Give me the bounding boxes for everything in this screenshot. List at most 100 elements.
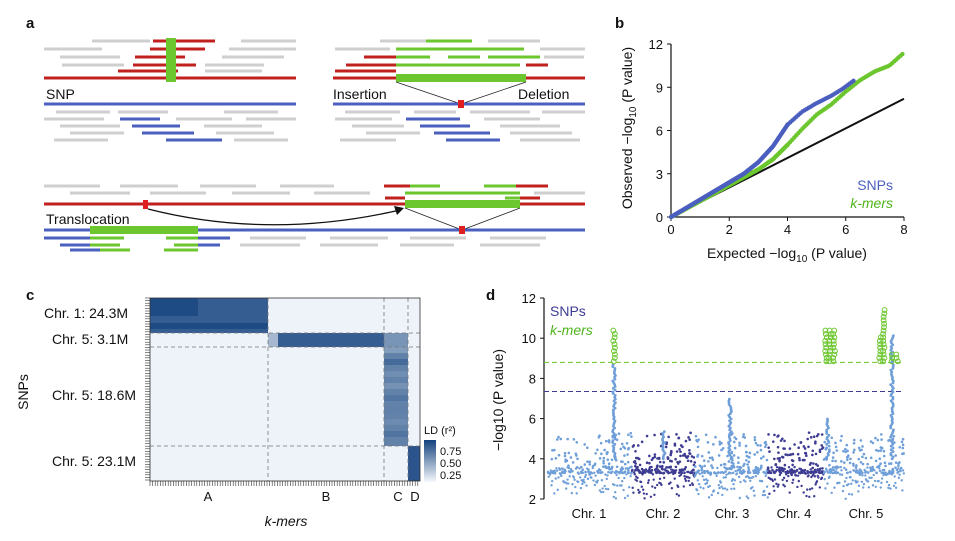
snp-point (687, 479, 690, 483)
snp-peak-point (889, 352, 893, 356)
snp-point (704, 433, 708, 437)
kmer-point (823, 354, 830, 361)
snp-point (836, 471, 840, 475)
snp-point (607, 439, 611, 442)
snp-point (721, 447, 725, 450)
snp-point (574, 485, 577, 489)
snp-point (762, 455, 765, 458)
qq-x-axis-title: Expected −log10 (P value) (707, 245, 867, 265)
kmer-point (888, 358, 895, 365)
heatmap-y-title: SNPs (15, 374, 31, 410)
snp-point (811, 449, 815, 453)
snp-point (630, 471, 633, 475)
col-label-b: B (322, 489, 331, 504)
snp-point (738, 444, 741, 447)
snp-point (626, 453, 629, 456)
kmer-point (880, 331, 886, 337)
snp-point (852, 462, 855, 466)
snp-point (767, 446, 770, 449)
snp-point (620, 466, 624, 469)
snp-point (776, 435, 779, 438)
snp-point (861, 462, 865, 466)
snp-point (733, 436, 737, 439)
snp-point (600, 452, 603, 456)
snp-point (696, 469, 700, 473)
col-label-a: A (204, 489, 213, 504)
snp-point (761, 479, 764, 483)
snp-point (721, 493, 724, 497)
snp-point (877, 449, 880, 453)
snp-point (818, 448, 822, 452)
snp-point (745, 495, 748, 498)
kmer-point (877, 351, 884, 358)
snp-point (733, 446, 737, 450)
manhattan-y-tick-label: 6 (529, 412, 536, 427)
snp-point (573, 478, 576, 482)
snp-point (901, 437, 905, 441)
manhattan-y-tick-label: 4 (529, 452, 536, 467)
snp-point (826, 482, 829, 485)
snp-point (883, 461, 887, 465)
snp-point (700, 465, 704, 469)
chr-label-5: Chr. 5 (849, 506, 884, 521)
snp-point (591, 466, 594, 470)
heatmap-cell-chr5-3.1m-b-edge (268, 333, 278, 347)
snp-point (828, 468, 831, 472)
indel-reads-top (335, 39, 585, 73)
snp-point (722, 462, 726, 466)
snp-point (696, 445, 700, 449)
snp-point (753, 438, 757, 442)
translocation-reads-top (44, 184, 585, 200)
snp-point (658, 465, 662, 468)
translocation-diagram: Translocation (44, 184, 585, 252)
snp-point (830, 436, 834, 440)
heatmap-cell-chr5-23.1m-d (408, 446, 420, 481)
snp-point (823, 440, 827, 444)
snp-point (646, 481, 650, 485)
snp-point (630, 435, 633, 438)
snp-point (559, 437, 563, 441)
snp-point (647, 479, 650, 482)
snp-point (580, 471, 583, 475)
snp-point (593, 471, 596, 475)
snp-point (635, 479, 639, 483)
snp-point (576, 471, 580, 475)
snp-point (683, 475, 686, 478)
snp-point (769, 471, 773, 475)
snp-point (844, 497, 847, 500)
snp-point (632, 491, 635, 494)
col-label-c: C (393, 489, 402, 504)
kmer-point (831, 351, 838, 358)
snp-point (754, 465, 758, 469)
snp-point (782, 476, 786, 480)
snp-point (800, 469, 804, 472)
snp-point (617, 476, 620, 480)
snp-point (726, 454, 729, 458)
snp-point (887, 471, 891, 475)
snp-peak-point (727, 397, 731, 401)
kmer-point (880, 351, 887, 358)
snp-point (892, 435, 896, 438)
snp-point (716, 491, 720, 495)
snp-point (833, 486, 836, 489)
snp-point (666, 470, 670, 473)
snp-point (889, 462, 893, 465)
kmer-point (881, 310, 888, 317)
snp-point (874, 459, 878, 463)
deletion-breakpoint (458, 100, 464, 108)
kmer-point (610, 358, 617, 365)
snp-peak-point (611, 439, 615, 443)
snp-point (710, 456, 714, 459)
kmer-point (830, 354, 836, 361)
snp-point (818, 468, 822, 471)
snp-peak-point (891, 395, 895, 399)
snp-point (566, 478, 569, 481)
snp-point (674, 457, 677, 461)
snp-point (845, 443, 849, 447)
qq-y-tick-label: 12 (649, 37, 663, 52)
snp-point (825, 469, 828, 472)
snp-point (571, 469, 574, 473)
qq-x-tick-label: 2 (726, 222, 733, 237)
snp-point (598, 489, 601, 492)
